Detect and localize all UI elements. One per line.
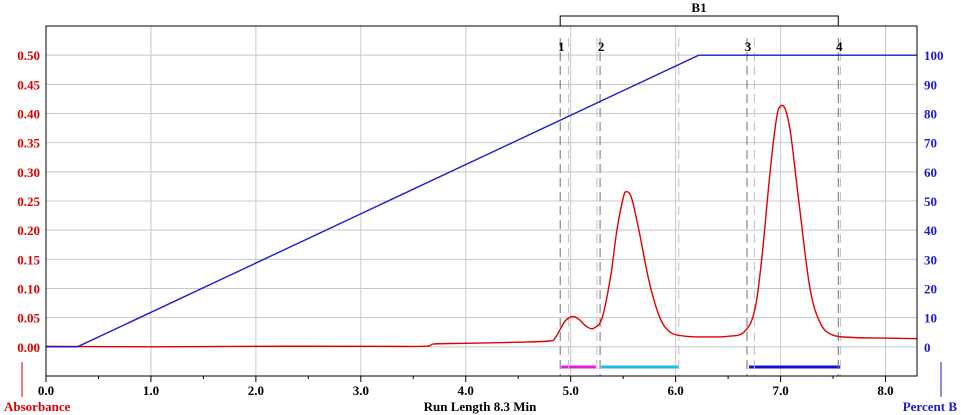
y-left-tick-label: 0.45 [17,77,40,92]
y-left-tick-label: 0.15 [17,252,40,267]
x-tick-label: 2.0 [248,383,264,398]
y-left-tick-label: 0.40 [17,107,40,122]
y-left-tick-label: 0.35 [17,136,40,151]
y-right-tick-label: 50 [924,194,937,209]
y-right-tick-label: 0 [924,340,931,355]
y-right-tick-label: 70 [924,136,937,151]
marker-label: 3 [745,39,752,54]
y-right-tick-label: 40 [924,223,937,238]
percent-b-series-line [46,54,917,348]
y-right-tick-label: 30 [924,252,937,267]
plot-border [45,25,918,377]
y-right-axis-label: Percent B [903,399,958,414]
y-right-tick-label: 20 [924,282,937,297]
y-right-tick-label: 60 [924,165,937,180]
bracket-label: B1 [691,0,706,15]
absorbance-series-line [45,104,918,348]
marker-label: 4 [836,39,843,54]
x-tick-label: 5.0 [563,383,579,398]
y-right-tick-label: 100 [924,48,944,63]
x-tick-label: 7.0 [772,383,788,398]
y-left-tick-label: 0.00 [17,340,40,355]
x-tick-label: 3.0 [353,383,369,398]
x-tick-label: 6.0 [668,383,684,398]
y-left-tick-label: 0.25 [17,194,40,209]
annotation-layer: 1 2 3 4 [558,15,843,376]
grid-layer [46,26,917,376]
marker-label: 1 [558,39,565,54]
bracket-line [559,15,839,26]
y-right-tick-label: 80 [924,107,937,122]
y-left-tick-label: 0.50 [17,48,40,63]
y-left-tick-label: 0.05 [17,311,40,326]
marker-label: 2 [598,39,605,54]
x-tick-label: 0.0 [38,383,54,398]
axis-layer: 0.000.050.100.150.200.250.300.350.400.45… [17,48,943,398]
x-axis-label: Run Length 8.3 Min [424,399,537,414]
series-layer [45,54,918,348]
y-left-tick-label: 0.20 [17,223,40,238]
x-tick-label: 1.0 [143,383,159,398]
y-right-tick-label: 10 [924,311,937,326]
y-left-tick-label: 0.10 [17,282,40,297]
x-tick-label: 8.0 [877,383,893,398]
y-left-axis-label: Absorbance [4,399,71,414]
y-left-tick-label: 0.30 [17,165,40,180]
y-right-tick-label: 90 [924,77,937,92]
x-tick-label: 4.0 [458,383,474,398]
